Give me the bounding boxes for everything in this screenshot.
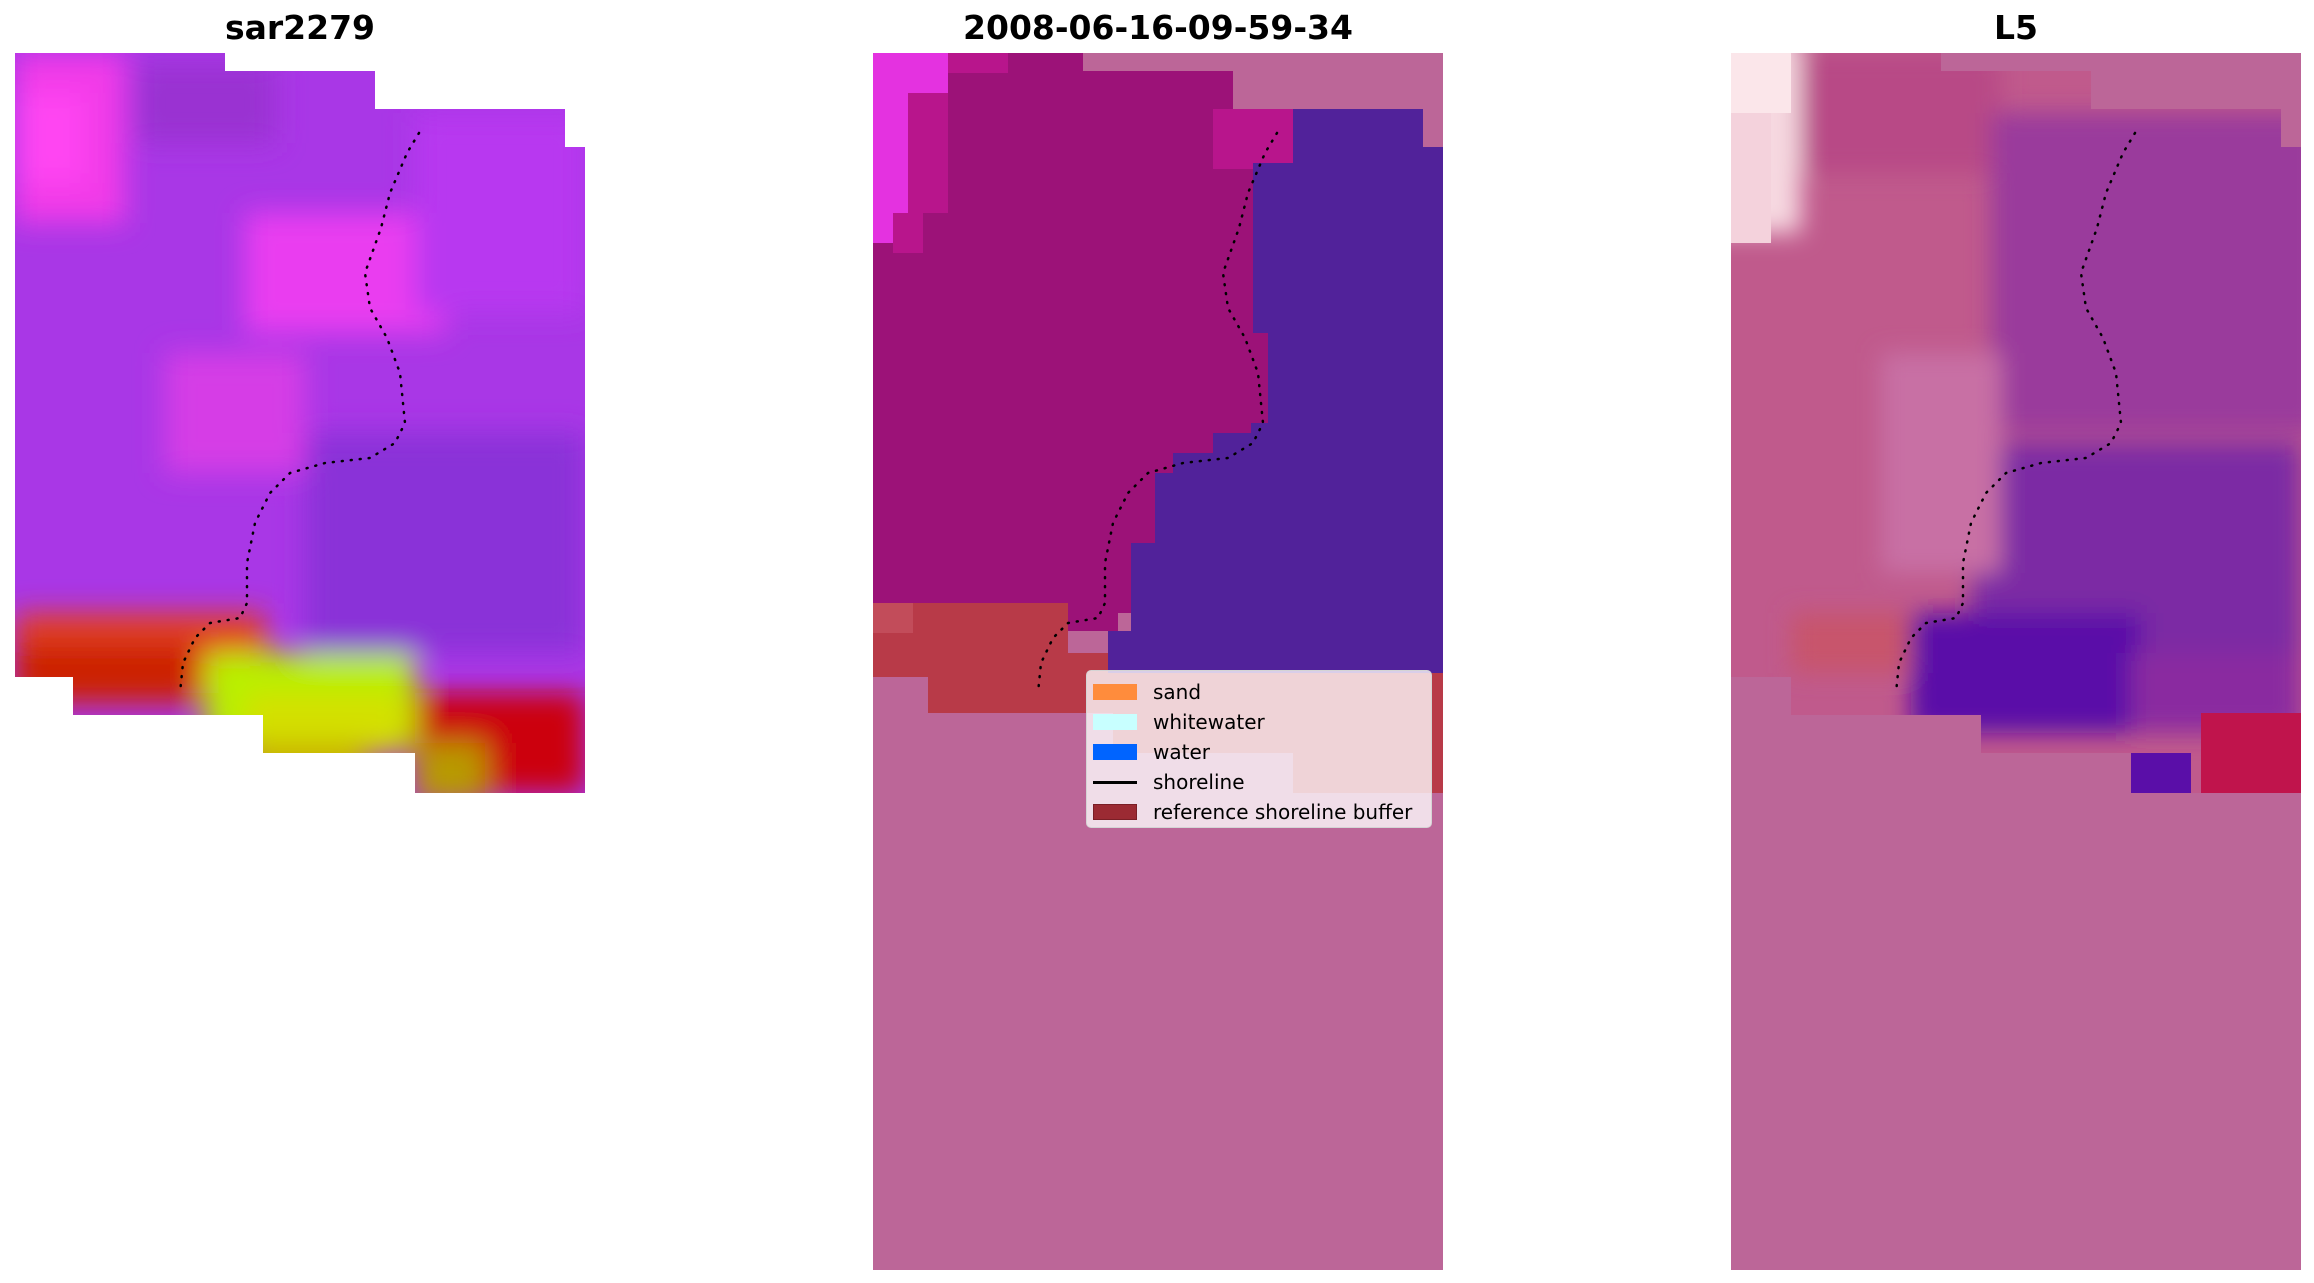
legend-label-water: water: [1153, 740, 1210, 764]
legend: sand whitewater water shoreline referenc…: [1086, 670, 1432, 828]
panel-title-date: 2008-06-16-09-59-34: [963, 8, 1353, 47]
legend-item-shoreline: shoreline: [1093, 767, 1421, 797]
classified-image-panel: [873, 53, 1443, 1270]
shoreline-dots-l5: [1894, 131, 2137, 695]
legend-label-sand: sand: [1153, 680, 1202, 704]
sand-swatch: [1093, 684, 1137, 700]
shoreline-dots-classified: [1036, 131, 1279, 695]
water-swatch: [1093, 744, 1137, 760]
sar-image-panel: [15, 53, 585, 793]
panel-title-l5: L5: [1994, 8, 2038, 47]
classified-image: [873, 53, 1443, 1270]
panel-title-sar: sar2279: [224, 8, 376, 47]
sar-image: [15, 53, 585, 793]
legend-item-water: water: [1093, 737, 1421, 767]
legend-label-whitewater: whitewater: [1153, 710, 1265, 734]
legend-item-whitewater: whitewater: [1093, 707, 1421, 737]
l5-image-panel: [1731, 53, 2301, 1270]
l5-image: [1731, 53, 2301, 1270]
legend-item-sand: sand: [1093, 677, 1421, 707]
legend-label-reference-buffer: reference shoreline buffer: [1153, 800, 1413, 824]
legend-label-shoreline: shoreline: [1153, 770, 1245, 794]
whitewater-swatch: [1093, 714, 1137, 730]
reference-buffer-swatch: [1093, 804, 1137, 820]
shoreline-dots-sar: [178, 131, 421, 695]
shoreline-line-swatch: [1093, 780, 1137, 784]
legend-item-reference-buffer: reference shoreline buffer: [1093, 797, 1421, 827]
